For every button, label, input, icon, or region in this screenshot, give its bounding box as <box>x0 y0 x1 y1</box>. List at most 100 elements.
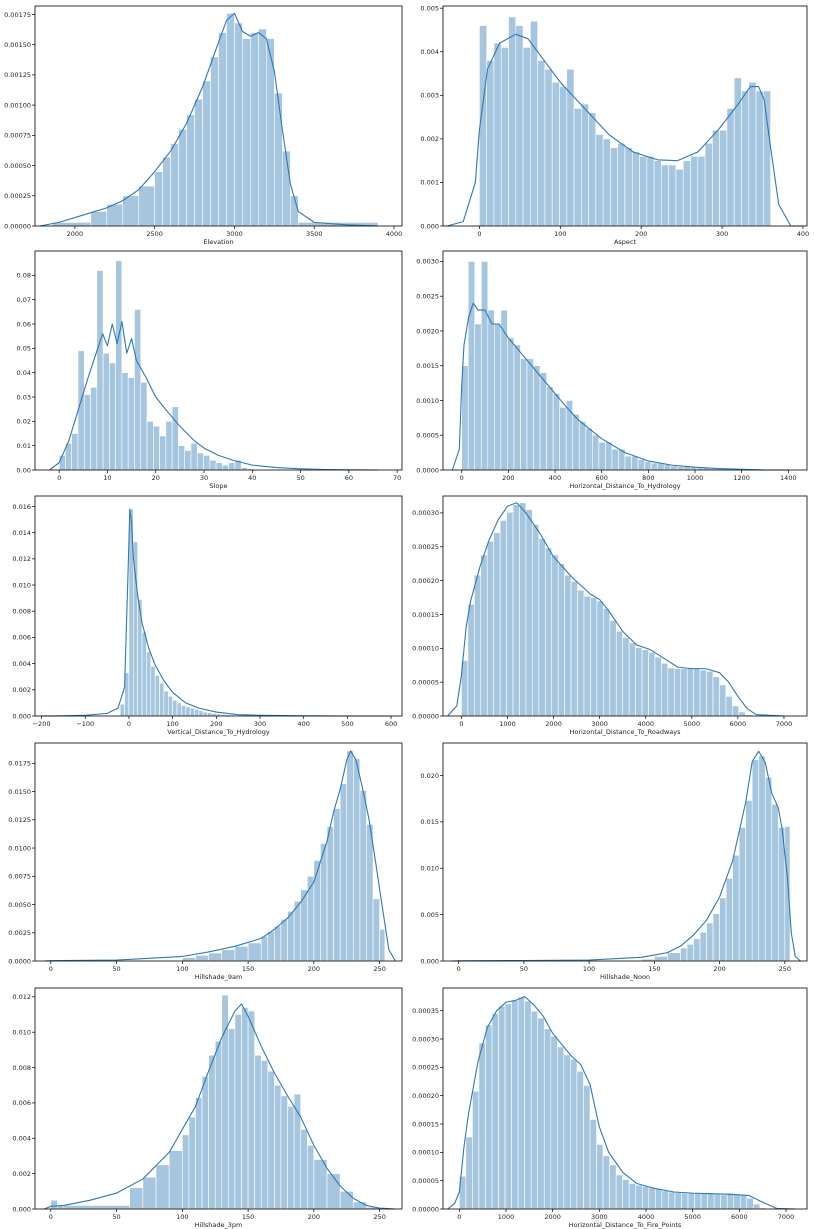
y-tick-label: 0.001 <box>420 179 439 187</box>
histogram-bar <box>550 1035 558 1210</box>
histogram-bar <box>508 16 517 227</box>
histogram-bar <box>289 195 299 227</box>
x-tick-label: 10 <box>103 474 111 482</box>
histogram-bar <box>306 875 315 962</box>
histogram-bar <box>771 803 779 962</box>
histogram-bar <box>578 421 587 471</box>
x-axis-label: Hillshade_3pm <box>195 1221 243 1229</box>
x-axis-label: Vertical_Distance_To_Hydrology <box>167 728 270 736</box>
histogram-bar <box>153 425 160 471</box>
histogram-bar <box>274 1084 282 1210</box>
x-tick-label: 250 <box>373 1213 385 1221</box>
horizontal-distance-to-fire-points-chart-svg: 0 1000 2000 3000 4000 5000 6000 7000 0.00000 0.00… <box>412 987 808 1229</box>
y-tick-label: 0.003 <box>420 92 439 100</box>
histogram-bar <box>188 1116 196 1210</box>
histogram-bar <box>539 372 547 471</box>
x-tick-label: 0 <box>459 720 463 728</box>
x-tick-label: 0 <box>127 720 131 728</box>
chart-9-bars <box>459 996 787 1210</box>
histogram-bar <box>250 32 259 227</box>
histogram-bar <box>138 185 155 227</box>
histogram-bar <box>168 1150 183 1210</box>
histogram-bar <box>615 631 623 717</box>
y-tick-label: 0.02 <box>17 418 31 426</box>
x-tick-label: 200 <box>502 474 514 482</box>
y-tick-label: 0.05 <box>17 345 31 353</box>
histogram-bar <box>694 1192 702 1210</box>
histogram-bar <box>154 675 160 717</box>
histogram-bar <box>500 47 509 227</box>
x-tick-label: 4000 <box>637 720 654 728</box>
histogram-bar <box>758 755 766 962</box>
histogram-bar <box>615 1174 623 1210</box>
y-tick-label: 0.00020 <box>412 1092 439 1100</box>
x-axis-label: Hillshade_9am <box>195 973 243 981</box>
histogram-bar <box>83 394 91 471</box>
y-tick-label: 0.006 <box>12 1099 31 1107</box>
x-tick-label: 200 <box>308 965 320 973</box>
y-tick-label: 0.00030 <box>412 1035 439 1043</box>
y-tick-label: 0.0175 <box>8 760 31 768</box>
histogram-bar <box>221 949 236 962</box>
histogram-bar <box>260 935 269 962</box>
histogram-bar <box>190 442 198 471</box>
x-tick-label: 5000 <box>684 720 701 728</box>
histogram-bar <box>333 808 341 962</box>
y-tick-label: 0.0005 <box>416 432 439 440</box>
histogram-bar <box>519 502 527 717</box>
y-tick-label: 0.005 <box>420 911 439 919</box>
histogram-bar <box>668 164 677 227</box>
hillshade-noon-chart: 0 50 100 150 200 250 0.000 0.005 0.010 0.015 0.020… <box>407 738 815 984</box>
histogram-bar <box>603 608 611 717</box>
y-tick-label: 0.002 <box>420 135 439 143</box>
histogram-bar <box>260 1060 269 1210</box>
y-tick-label: 0.012 <box>12 555 31 563</box>
histogram-bar <box>693 668 701 717</box>
histogram-bar <box>159 435 167 471</box>
histogram-bar <box>635 647 643 717</box>
y-tick-label: 0.0100 <box>8 844 31 852</box>
histogram-bar <box>520 358 528 471</box>
histogram-bar <box>478 1042 486 1210</box>
histogram-bar <box>712 129 720 227</box>
chart-1-bars <box>479 16 771 227</box>
histogram-bar <box>544 68 553 227</box>
histogram-bar <box>467 604 475 717</box>
histogram-bar <box>507 337 515 471</box>
histogram-bar <box>588 112 597 227</box>
histogram-bar <box>320 843 328 962</box>
plot-frame <box>34 5 403 227</box>
y-tick-label: 0.010 <box>12 581 31 589</box>
histogram-bar <box>654 956 668 962</box>
histogram-bar <box>661 662 669 717</box>
x-tick-label: 600 <box>385 720 397 728</box>
y-tick-label: 0.00015 <box>412 1120 439 1128</box>
histogram-bar <box>186 114 195 227</box>
elevation-chart-svg: 2000 2500 3000 3500 4000 0.00000 0.00025 0.0005… <box>4 5 403 246</box>
histogram-bar <box>583 1085 591 1210</box>
horizontal-distance-to-hydrology-chart: 0 200 400 600 800 1000 1200 1400 0.0000 0.0005 0.0… <box>407 246 815 492</box>
histogram-bar <box>491 1013 499 1210</box>
histogram-bar <box>611 448 619 471</box>
histogram-bar <box>526 358 534 471</box>
histogram-bar <box>234 1014 242 1210</box>
y-tick-label: 0.00000 <box>4 222 31 230</box>
histogram-bar <box>372 898 380 962</box>
histogram-bar <box>122 195 140 227</box>
histogram-bar <box>142 1176 157 1210</box>
histogram-bar <box>530 20 538 227</box>
histogram-bar <box>706 922 714 962</box>
y-tick-label: 0.010 <box>420 865 439 873</box>
hillshade-9am-chart-svg: 0 50 100 150 200 250 0.0000 0.0025 0.0050 0.0075 0… <box>8 742 403 981</box>
y-tick-label: 0.0010 <box>416 397 439 405</box>
histogram-bar <box>359 790 367 962</box>
x-tick-label: 400 <box>297 720 309 728</box>
histogram-bar <box>202 711 208 717</box>
histogram-bar <box>564 574 572 717</box>
elevation-chart: 2000 2500 3000 3500 4000 0.00000 0.00025 0.0005… <box>0 0 407 246</box>
histogram-bar <box>654 656 662 717</box>
histogram-bar <box>712 676 720 717</box>
histogram-bar <box>624 455 632 471</box>
y-tick-label: 0.0015 <box>416 362 439 370</box>
histogram-bar <box>661 1190 669 1210</box>
